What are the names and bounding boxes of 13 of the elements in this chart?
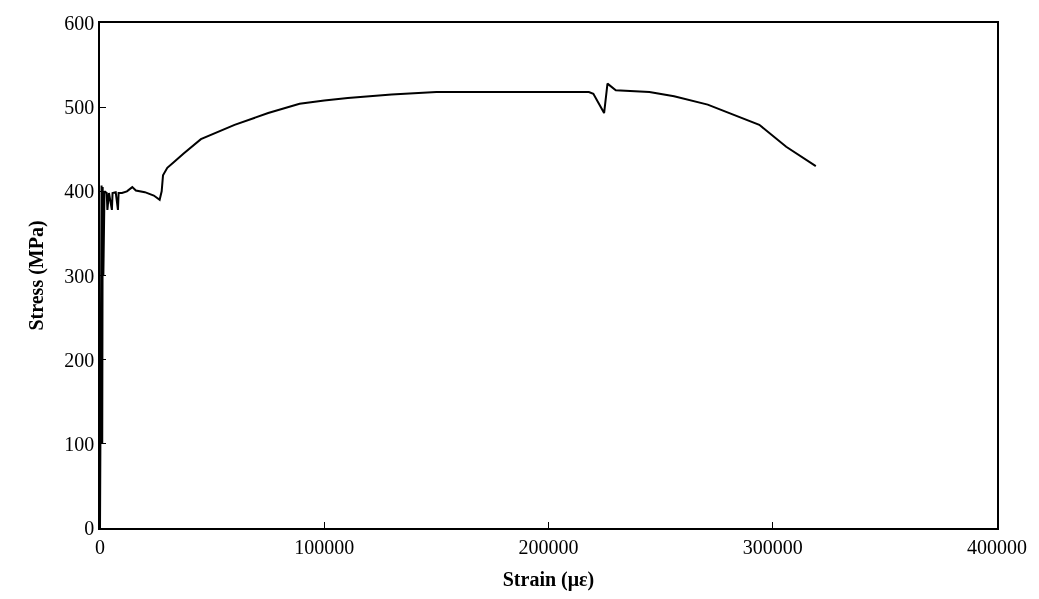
y-axis-title: Stress (MPa) <box>25 220 49 331</box>
y-tick-label: 0 <box>84 517 95 539</box>
x-tick-label: 400000 <box>967 535 1027 558</box>
y-tick-label: 100 <box>64 432 95 455</box>
y-tick-label: 300 <box>64 264 95 287</box>
y-tick-label: 600 <box>64 12 95 34</box>
x-tick-label: 300000 <box>742 535 803 558</box>
y-tick-label: 500 <box>64 96 95 119</box>
x-axis-title: Strain (με) <box>502 567 595 591</box>
y-tick-label: 400 <box>64 180 95 203</box>
x-tick-label: 200000 <box>518 535 579 558</box>
x-tick-label: 100000 <box>294 535 355 558</box>
y-tick-label: 200 <box>64 348 95 371</box>
